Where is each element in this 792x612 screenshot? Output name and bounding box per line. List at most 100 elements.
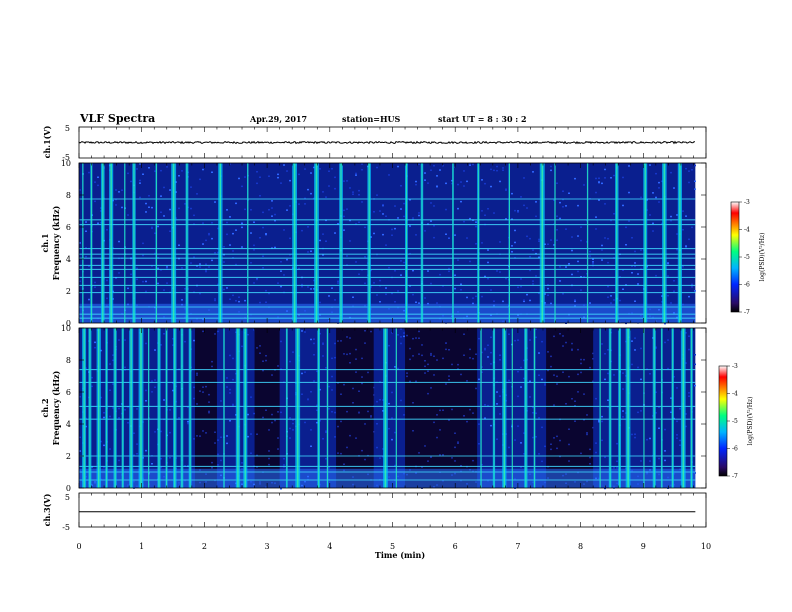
noise-speckle xyxy=(193,214,195,217)
noise-speckle xyxy=(148,206,150,208)
noise-speckle xyxy=(490,289,492,291)
noise-speckle xyxy=(202,386,204,388)
noise-speckle xyxy=(130,273,132,276)
noise-speckle xyxy=(85,230,87,232)
noise-speckle xyxy=(112,359,114,362)
noise-speckle xyxy=(565,403,567,405)
burst-core xyxy=(82,163,84,323)
noise-speckle xyxy=(163,333,165,335)
noise-speckle xyxy=(481,242,483,244)
noise-speckle xyxy=(280,285,282,288)
noise-speckle xyxy=(256,171,258,173)
noise-speckle xyxy=(478,378,480,381)
noise-speckle xyxy=(229,298,231,300)
noise-speckle xyxy=(655,346,657,348)
noise-speckle xyxy=(505,218,507,220)
burst-core xyxy=(672,328,674,488)
noise-speckle xyxy=(622,372,624,374)
noise-speckle xyxy=(388,344,390,347)
noise-speckle xyxy=(301,283,303,286)
noise-speckle xyxy=(226,435,228,437)
noise-speckle xyxy=(532,171,534,173)
noise-speckle xyxy=(514,439,516,441)
noise-speckle xyxy=(670,215,672,218)
noise-speckle xyxy=(199,390,201,392)
noise-speckle xyxy=(244,208,246,211)
noise-speckle xyxy=(241,226,243,229)
noise-speckle xyxy=(670,411,672,413)
noise-speckle xyxy=(235,229,237,231)
noise-speckle xyxy=(517,211,519,213)
noise-speckle xyxy=(382,233,384,236)
noise-speckle xyxy=(514,209,516,212)
noise-speckle xyxy=(610,177,612,179)
noise-speckle xyxy=(196,372,198,375)
noise-speckle xyxy=(376,423,378,425)
noise-speckle xyxy=(424,445,426,447)
noise-speckle xyxy=(166,266,168,268)
noise-speckle xyxy=(208,233,210,236)
noise-speckle xyxy=(274,246,276,249)
noise-speckle xyxy=(460,200,462,203)
noise-speckle xyxy=(502,169,504,171)
noise-speckle xyxy=(571,398,573,400)
noise-speckle xyxy=(655,347,657,349)
noise-speckle xyxy=(436,359,438,361)
noise-speckle xyxy=(382,204,384,207)
noise-speckle xyxy=(187,422,189,425)
noise-speckle xyxy=(637,273,639,275)
noise-speckle xyxy=(667,367,669,370)
noise-speckle xyxy=(307,188,309,191)
noise-speckle xyxy=(616,467,618,469)
noise-speckle xyxy=(670,219,672,222)
noise-speckle xyxy=(487,356,489,358)
y-tick-label: 8 xyxy=(66,191,71,200)
noise-speckle xyxy=(535,275,537,277)
noise-speckle xyxy=(400,274,402,276)
noise-speckle xyxy=(79,189,81,191)
noise-speckle xyxy=(403,261,405,264)
burst-core xyxy=(247,163,249,323)
y-tick-label: 6 xyxy=(66,388,71,397)
burst-core xyxy=(237,328,239,488)
noise-speckle xyxy=(85,221,87,223)
noise-speckle xyxy=(481,351,483,354)
noise-speckle xyxy=(160,269,162,271)
noise-speckle xyxy=(601,249,603,251)
noise-speckle xyxy=(280,411,282,414)
noise-speckle xyxy=(418,302,420,304)
noise-speckle xyxy=(283,458,285,460)
noise-speckle xyxy=(280,270,282,272)
burst-core xyxy=(478,163,479,323)
burst-core xyxy=(384,328,387,488)
noise-speckle xyxy=(562,345,564,347)
noise-speckle xyxy=(481,371,483,373)
noise-speckle xyxy=(376,194,378,196)
noise-speckle xyxy=(463,333,465,335)
noise-speckle xyxy=(256,347,258,349)
noise-speckle xyxy=(355,223,357,225)
noise-speckle xyxy=(301,229,303,232)
noise-speckle xyxy=(676,233,678,235)
noise-speckle xyxy=(106,297,108,300)
noise-speckle xyxy=(367,371,369,374)
noise-speckle xyxy=(412,355,414,357)
noise-speckle xyxy=(163,289,165,291)
burst-core xyxy=(396,328,397,488)
date-label: Apr.29, 2017 xyxy=(249,114,307,124)
noise-speckle xyxy=(106,279,108,282)
noise-speckle xyxy=(577,373,579,376)
noise-speckle xyxy=(538,292,540,295)
noise-speckle xyxy=(430,387,432,389)
noise-speckle xyxy=(370,416,372,418)
noise-speckle xyxy=(364,423,366,425)
noise-speckle xyxy=(193,256,195,258)
noise-speckle xyxy=(667,275,669,277)
noise-speckle xyxy=(247,435,249,438)
noise-speckle xyxy=(424,365,426,368)
noise-speckle xyxy=(667,339,669,341)
noise-speckle xyxy=(319,301,321,304)
noise-speckle xyxy=(475,387,477,390)
noise-speckle xyxy=(139,196,141,199)
